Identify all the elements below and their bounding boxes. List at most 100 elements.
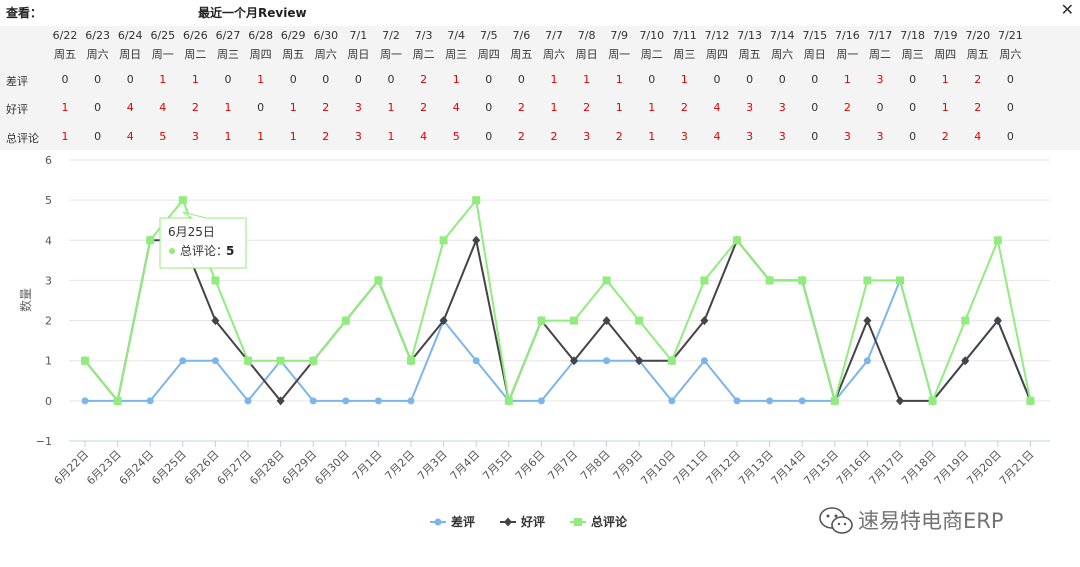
table-cell: 3 bbox=[843, 130, 851, 143]
data-point bbox=[342, 397, 350, 405]
x-tick-label: 7月14日 bbox=[769, 448, 809, 488]
table-cell: 2 bbox=[322, 101, 330, 114]
table-cell: 1 bbox=[615, 101, 623, 114]
x-tick-label: 7月18日 bbox=[899, 448, 939, 488]
data-point bbox=[766, 397, 774, 405]
table-cell: 3 bbox=[746, 130, 754, 143]
data-point bbox=[570, 316, 578, 325]
data-point bbox=[733, 236, 741, 245]
header-bar: 查看： 最近一个月Review ✕ bbox=[0, 0, 1080, 26]
table-cell: 1 bbox=[289, 130, 297, 143]
data-point bbox=[244, 356, 252, 365]
data-point bbox=[113, 396, 122, 405]
table-cell: 0 bbox=[1006, 73, 1014, 86]
y-tick-label: 3 bbox=[45, 274, 52, 287]
x-tick-label: 6月22日 bbox=[52, 448, 92, 488]
table-cell: 0 bbox=[354, 73, 362, 86]
table-cell: 0 bbox=[909, 73, 917, 86]
data-point bbox=[146, 397, 154, 405]
data-point bbox=[211, 357, 219, 365]
table-cell: 0 bbox=[1006, 101, 1014, 114]
table-cell: 1 bbox=[257, 130, 265, 143]
table-cell: 1 bbox=[648, 130, 656, 143]
x-tick-label: 6月29日 bbox=[280, 448, 320, 488]
data-point bbox=[472, 357, 480, 365]
x-tick-label: 7月16日 bbox=[834, 448, 874, 488]
data-point bbox=[896, 396, 904, 406]
x-tick-label: 7月7日 bbox=[545, 448, 580, 483]
table-weekday: 周四 bbox=[706, 48, 728, 61]
table-row-label: 总评论 bbox=[6, 132, 39, 145]
table-cell: 1 bbox=[452, 73, 460, 86]
x-tick-label: 6月25日 bbox=[149, 448, 189, 488]
data-point bbox=[211, 316, 220, 326]
table-cell: 0 bbox=[485, 101, 493, 114]
table-weekday: 周一 bbox=[151, 48, 174, 61]
table-date: 7/8 bbox=[577, 29, 596, 42]
data-point bbox=[537, 397, 545, 405]
table-cell: 3 bbox=[778, 130, 786, 143]
table-weekday: 周三 bbox=[901, 48, 924, 61]
data-point bbox=[961, 316, 970, 325]
table-cell: 1 bbox=[61, 101, 69, 114]
watermark-text: 速易特电商ERP bbox=[858, 509, 1004, 533]
table-weekday: 周六 bbox=[771, 48, 794, 61]
legend-label: 好评 bbox=[520, 514, 545, 529]
table-date: 7/6 bbox=[512, 29, 531, 42]
data-point bbox=[276, 396, 285, 406]
table-weekday: 周三 bbox=[217, 48, 239, 61]
table-cell: 0 bbox=[289, 73, 297, 86]
x-tick-label: 6月23日 bbox=[84, 448, 124, 488]
table-cell: 4 bbox=[126, 130, 134, 143]
table-cell: 1 bbox=[648, 101, 656, 114]
table-cell: 0 bbox=[811, 101, 819, 114]
table-cell: 1 bbox=[941, 101, 949, 114]
table-cell: 2 bbox=[843, 101, 851, 114]
table-cell: 1 bbox=[159, 73, 167, 86]
x-tick-label: 7月20日 bbox=[964, 448, 1004, 488]
table-cell: 4 bbox=[159, 101, 167, 114]
table-cell: 2 bbox=[420, 101, 428, 114]
table-cell: 3 bbox=[876, 73, 884, 86]
data-point bbox=[374, 397, 382, 405]
review-summary-table: 6/22 周五 6/23 周六 6/24 周日 6/25 周一 6/26 周二 6/27 周三 6/28… bbox=[0, 26, 1080, 150]
table-cell: 0 bbox=[517, 73, 525, 86]
table-date: 7/17 bbox=[867, 29, 893, 42]
table-weekday: 周二 bbox=[184, 48, 207, 61]
table-date: 7/20 bbox=[965, 29, 991, 42]
table-cell: 2 bbox=[680, 101, 688, 114]
table-cell: 2 bbox=[322, 130, 330, 143]
data-point bbox=[668, 397, 676, 405]
table-date: 6/23 bbox=[85, 29, 110, 42]
close-icon[interactable]: ✕ bbox=[1060, 0, 1074, 19]
legend-label: 差评 bbox=[450, 514, 475, 529]
table-date: 7/19 bbox=[932, 29, 958, 42]
table-weekday: 周六 bbox=[314, 48, 337, 61]
x-tick-label: 7月17日 bbox=[867, 448, 907, 488]
data-point bbox=[603, 357, 611, 365]
table-cell: 1 bbox=[289, 101, 297, 114]
data-point bbox=[993, 316, 1002, 326]
legend-marker bbox=[574, 518, 582, 526]
table-cell: 0 bbox=[485, 130, 493, 143]
table-weekday: 周六 bbox=[543, 48, 565, 61]
table-weekday: 周一 bbox=[380, 48, 402, 61]
data-point bbox=[830, 396, 839, 405]
table-weekday: 周日 bbox=[119, 48, 142, 61]
x-tick-label: 6月26日 bbox=[182, 448, 222, 488]
table-cell: 0 bbox=[909, 101, 917, 114]
table-weekday: 周四 bbox=[934, 48, 957, 61]
x-tick-label: 7月6日 bbox=[513, 448, 548, 483]
table-weekday: 周日 bbox=[575, 48, 598, 61]
table-cell: 1 bbox=[550, 101, 558, 114]
data-point bbox=[993, 236, 1002, 245]
table-cell: 0 bbox=[746, 73, 754, 86]
table-cell: 0 bbox=[94, 101, 102, 114]
view-label: 查看： bbox=[6, 6, 43, 20]
table-cell: 4 bbox=[713, 101, 721, 114]
wechat-icon bbox=[819, 507, 853, 534]
data-point bbox=[439, 236, 448, 245]
table-cell: 3 bbox=[354, 130, 362, 143]
y-tick-label: 6 bbox=[45, 154, 52, 167]
y-tick-label: −1 bbox=[36, 435, 52, 448]
